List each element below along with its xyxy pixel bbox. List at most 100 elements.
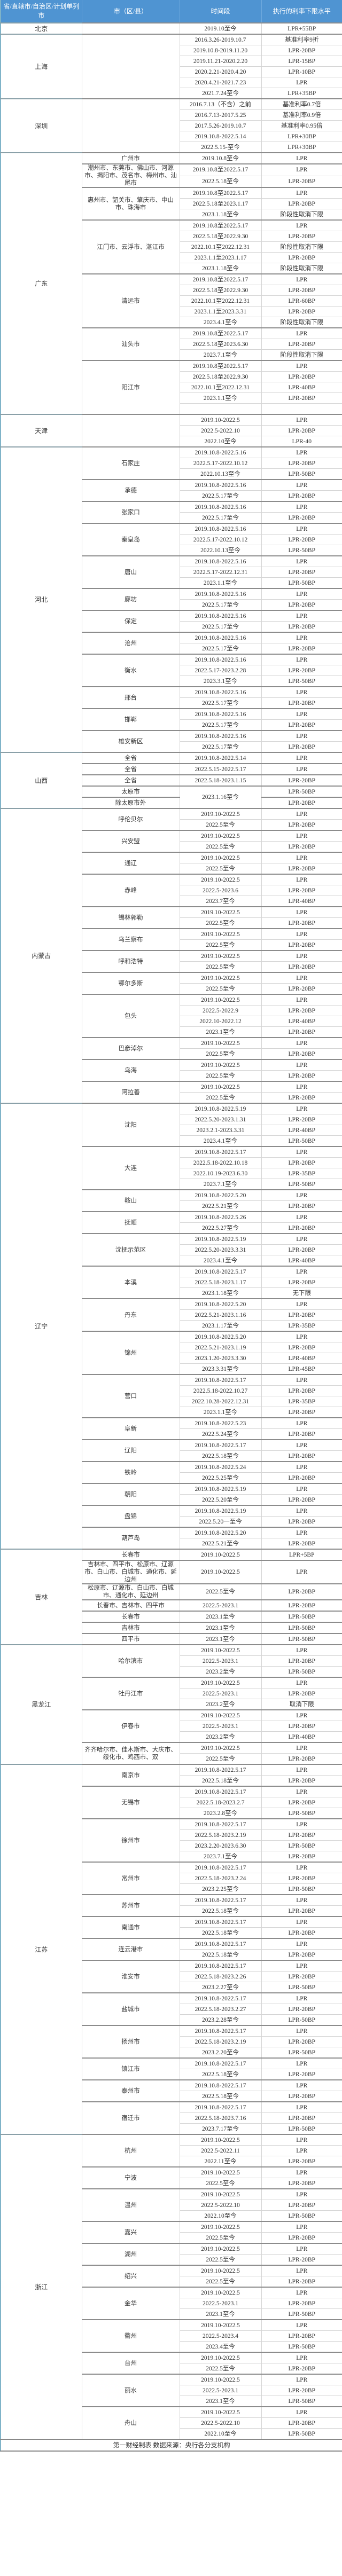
rate-floor-cell: LPR [261, 187, 342, 199]
period-cell: 2022.5.18至今 [179, 1949, 262, 1961]
period-cell: 2022.5.20一至今 [179, 1516, 262, 1528]
table-row: 2022.5.17至今 LPR-20BP [1, 512, 342, 524]
period-cell: 2019.10.8-2022.5.16 [179, 686, 262, 698]
rate-floor-cell: LPR [261, 950, 342, 962]
period-cell: 2022.10.13至今 [179, 468, 262, 480]
table-row: 2022.5.18至2022.9.30 LPR-20BP [1, 371, 342, 382]
rate-floor-cell: LPR [261, 1461, 342, 1473]
city-cell: 常州市 [81, 1862, 180, 1895]
table-row: 松原市、辽源市、白山市、白城市、通化市、延边州 2022.5至今 LPR-20BP [1, 1583, 342, 1600]
period-cell: 2022.5.18-2023.2.26 [179, 1971, 262, 1982]
table-row: 舟山 2019.10-2022.5 LPR [1, 2406, 342, 2440]
period-cell: 2022.10至今 [179, 2428, 262, 2440]
table-row: 2022.5.17-2022.10.12 LPR-20BP [1, 534, 342, 545]
city-cell: 邢台 [81, 686, 180, 709]
period-cell: 2022.10至今 [179, 2210, 262, 2222]
rate-floor-cell: LPR-20BP [261, 1829, 342, 1841]
city-cell: 营口 [81, 1374, 180, 1418]
table-row: 2022.5.18至今 LPR-20BP [1, 2069, 342, 2080]
rate-floor-cell: LPR+55BP [261, 22, 342, 35]
rate-floor-cell: LPR-50BP [261, 1611, 342, 1623]
city-cell: 四平市 [81, 1633, 180, 1645]
rate-floor-cell: LPR-20BP [261, 1428, 342, 1440]
period-cell: 2023.2.20至今 [179, 2047, 262, 2059]
rate-floor-cell: LPR+35BP [261, 88, 342, 99]
period-cell: 2022.5至今 [179, 983, 262, 995]
period-cell: 2023.1.1至2023.3.31 [179, 306, 262, 317]
period-cell: 2022.5.17至今 [179, 719, 262, 731]
table-row: 盐城市 2019.10.8-2022.5.17 LPR [1, 1992, 342, 2026]
rate-floor-cell: LPR [261, 654, 342, 665]
period-cell: 2019.10.8-2022.5.16 [179, 501, 262, 513]
period-cell: 2022.5.18-2023.7.16 [179, 2112, 262, 2124]
rate-floor-cell: LPR [261, 2057, 342, 2069]
period-cell: 2022.5-2023.1 [179, 1721, 262, 1732]
table-row: 2023.1.18至今 无下限 [1, 1287, 342, 1299]
city-cell: 伊春市 [81, 1709, 180, 1743]
table-row: 2022.5.18-2023.2.24 LPR-20BP [1, 1873, 342, 1884]
city-cell: 温州 [81, 2188, 180, 2222]
table-header: 省/直辖市/自治区/计划单列市 市（区/县） 时间段 执行的利率下限水平 [1, 0, 342, 23]
period-cell: 2019.10.8-2022.5.17 [179, 1992, 262, 2004]
table-row: 鄂尔多斯 2019.10-2022.5 LPR [1, 972, 342, 995]
rate-floor-cell: LPR-20BP [261, 306, 342, 317]
period-cell: 2022.5.17-2022.12.31 [179, 567, 262, 578]
period-cell: 2022.5至今 [179, 2276, 262, 2288]
table-row: 承德 2019.10.8-2022.5.16 LPR [1, 479, 342, 502]
table-row: 2023.4.1至今 LPR-40BP [1, 1255, 342, 1267]
table-row: 2022.10.13至今 LPR-50BP [1, 468, 342, 480]
city-cell: 金华 [81, 2287, 180, 2320]
period-cell: 2023.1至今 [179, 1633, 262, 1645]
period-cell: 2022.5.18至今 [179, 2091, 262, 2102]
rate-floor-cell: LPR-20BP [261, 665, 342, 676]
rate-floor-cell: LPR-20BP [261, 2200, 342, 2211]
province-cell: 内蒙古 [0, 808, 82, 1104]
period-cell: 2023.1.1至今 [179, 577, 262, 589]
period-cell: 2019.10.8至2022.5.17 [179, 360, 262, 372]
period-cell: 2019.10.8-2022.5.16 [179, 523, 262, 535]
period-cell: 2022.5至今 [179, 961, 262, 973]
period-cell: 2019.10-2022.5 [179, 972, 262, 984]
period-cell: 2019.10.8-2022.5.16 [179, 555, 262, 567]
period-cell: 2022.5.17至今 [179, 512, 262, 524]
period-cell: 2019.10.8至2022.5.17 [179, 163, 262, 176]
city-cell: 阜新 [81, 1417, 180, 1440]
period-cell: 2019.10-2022.5 [179, 1709, 262, 1721]
city-cell: 潮州市、东莞市、佛山市、河源市、揭阳市、茂名市、梅州市、汕尾市 [81, 163, 180, 188]
period-cell: 2019.10.8-2022.5.17 [179, 1786, 262, 1797]
rate-floor-cell: LPR-50BP [261, 2210, 342, 2222]
period-cell: 2023.1.1至今 [179, 1407, 262, 1418]
rate-floor-cell: LPR-20BP [261, 1244, 342, 1255]
rate-floor-cell: LPR [261, 2188, 342, 2200]
province-cell: 江苏 [0, 1764, 82, 2135]
table-row: 2022.5至今 LPR-20BP [1, 2276, 342, 2288]
city-cell: 长春市、吉林市、四平市 [81, 1599, 180, 1612]
table-row: 2022.5.18-2023.2.27 LPR-20BP [1, 2004, 342, 2015]
period-cell: 2022.5至今 [179, 863, 262, 875]
rate-floor-cell: LPR-20BP [261, 885, 342, 896]
city-cell: 锡林郭勒 [81, 906, 180, 929]
rate-floor-cell: LPR [261, 1331, 342, 1342]
period-cell: 2019.10.8-2022.5.17 [179, 2057, 262, 2069]
table-row: 2022.10.28-2022.12.31 LPR-35BP [1, 1396, 342, 1407]
rate-floor-cell: LPR-20BP [261, 512, 342, 524]
province-cell: 上海 [0, 34, 82, 99]
city-cell: 宿迁市 [81, 2101, 180, 2135]
period-cell: 2019.10.8至2022.5.17 [179, 187, 262, 199]
period-cell: 2022.5.18-2023.2.24 [179, 1873, 262, 1884]
period-cell: 2022.5至今 [179, 939, 262, 951]
period-cell: 2022.5.18-2023.2.27 [179, 2004, 262, 2015]
header-city: 市（区/县） [82, 0, 180, 23]
table-row [1, 403, 342, 415]
rate-floor-cell: LPR [261, 730, 342, 742]
period-cell: 2022.5.18-2022.10.18 [179, 1157, 262, 1168]
table-row: 2023.2.28至今 LPR-50BP [1, 2014, 342, 2026]
table-row: 泰州市 2019.10.8-2022.5.17 LPR [1, 2079, 342, 2102]
rate-floor-cell: LPR-20BP [261, 567, 342, 578]
rate-floor-cell: LPR [261, 2243, 342, 2255]
rate-floor-cell: LPR-50BP [261, 1666, 342, 1678]
period-cell: 2022.5.17-2022.10.12 [179, 534, 262, 545]
period-cell: 2022.10.13至今 [179, 545, 262, 556]
table-row: 2022.5.17至今 LPR-20BP [1, 643, 342, 655]
city-cell: 吉林市、四平市、松原市、辽源市、白山市、白城市、通化市、延边州 [81, 1560, 180, 1584]
